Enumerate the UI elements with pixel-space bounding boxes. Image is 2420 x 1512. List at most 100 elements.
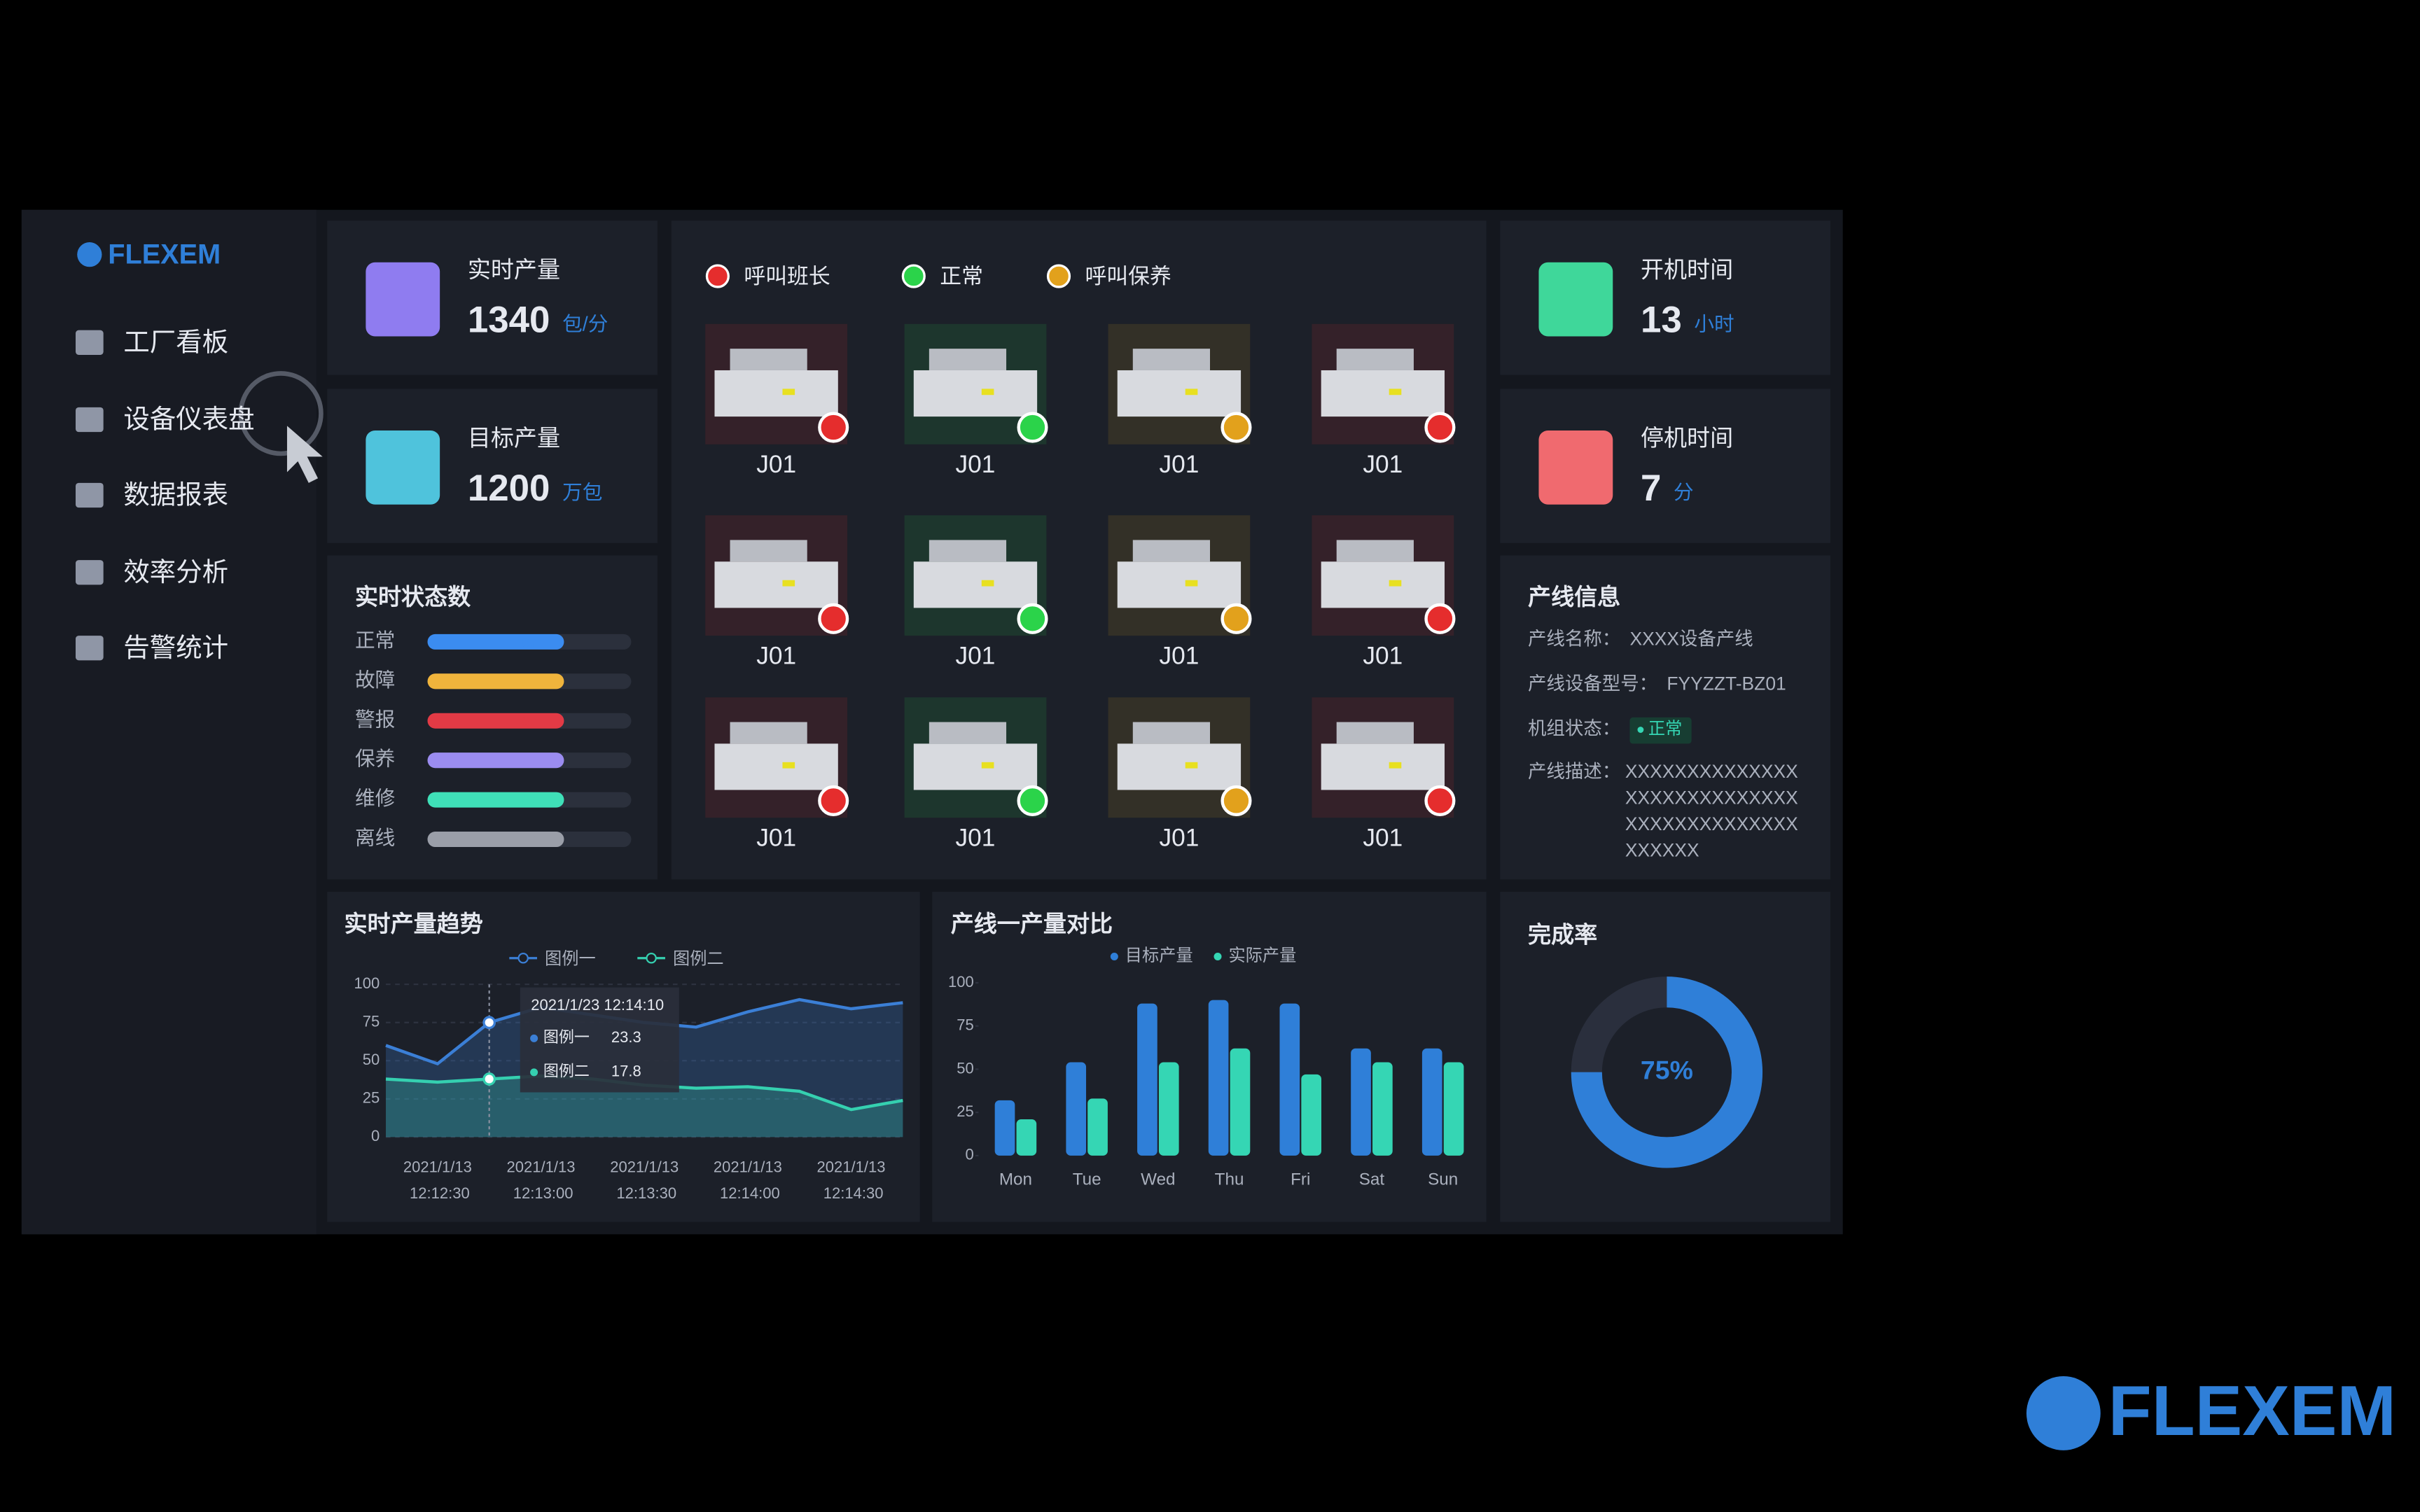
info-label: 产线名称： — [1528, 629, 1620, 650]
status-label: 故障 — [355, 669, 395, 692]
x-tick-label: Fri — [1291, 1170, 1310, 1189]
nav-item[interactable]: 效率分析 — [123, 557, 228, 587]
machine-body — [1117, 370, 1242, 417]
info-label: 机组状态： — [1528, 718, 1620, 739]
value-label: 67 — [522, 832, 537, 848]
bar — [1301, 1074, 1322, 1156]
nav-item[interactable]: 工厂看板 — [123, 327, 228, 356]
nav-icon — [76, 636, 104, 661]
machine-label: J01 — [956, 451, 996, 478]
legend-marker — [517, 953, 529, 964]
info-label: 产线设备型号： — [1528, 673, 1657, 694]
x-tick-label: Sun — [1428, 1170, 1458, 1189]
donut-arc — [1571, 976, 1763, 1168]
hover-point — [482, 1016, 496, 1030]
info-value: XXXXXXXXXXXXXX — [1625, 813, 1798, 834]
kpi-value: 13 — [1641, 300, 1682, 341]
tooltip-name: 图例二 — [543, 1063, 590, 1080]
status-dot — [818, 785, 849, 816]
legend-label: 呼叫保养 — [1085, 264, 1171, 288]
legend-dot — [1214, 953, 1222, 961]
machine-label: J01 — [956, 824, 996, 851]
cursor — [286, 426, 323, 483]
kpi-unit: 万包 — [562, 482, 602, 504]
kpi-value: 1340 — [468, 300, 550, 341]
machine-light — [1185, 762, 1198, 769]
x-tick-label: Wed — [1141, 1170, 1175, 1189]
y-tick-label: 75 — [363, 1013, 380, 1030]
nav-icon — [76, 560, 104, 585]
x-tick-label: Tue — [1073, 1170, 1101, 1189]
kpi-value: 1200 — [468, 468, 550, 509]
x-tick-line: 2021/1/13 — [817, 1158, 886, 1175]
y-tick-label: 0 — [966, 1146, 974, 1163]
x-tick-line: 2021/1/13 — [714, 1158, 782, 1175]
value-label: 67 — [522, 793, 537, 808]
bar — [427, 634, 564, 650]
machine-body — [1321, 561, 1445, 608]
legend-label: 图例一 — [545, 949, 596, 968]
status-label: 维修 — [355, 788, 395, 810]
machine-body — [714, 561, 838, 608]
value-label: 67 — [522, 635, 537, 650]
machine-top — [1132, 540, 1210, 562]
machine-light — [981, 388, 994, 396]
legend-label: 正常 — [940, 264, 983, 288]
info-value: XXXXXXXXXXXXXX — [1625, 761, 1798, 782]
info-value: XXXX设备产线 — [1629, 629, 1753, 650]
y-tick-label: 0 — [371, 1127, 380, 1144]
chart-title: 产线一产量对比 — [951, 911, 1113, 937]
machine-top — [730, 349, 807, 370]
machine-top — [929, 540, 1007, 562]
bar — [427, 673, 564, 690]
y-tick-label: 100 — [354, 974, 380, 992]
machine-top — [1336, 540, 1414, 562]
status-label: 保养 — [355, 748, 395, 771]
nav-icon — [76, 407, 104, 433]
x-tick-label: 2021/1/13 12:12:30 — [403, 1158, 472, 1201]
machine-body — [714, 743, 838, 790]
chart-title: 实时状态数 — [355, 584, 471, 610]
machine-top — [730, 722, 807, 744]
bar — [994, 1100, 1015, 1156]
kpi-value: 7 — [1641, 468, 1661, 509]
x-tick-line: 2021/1/13 — [507, 1158, 576, 1175]
nav-item[interactable]: 告警统计 — [123, 633, 228, 662]
tooltip-dot — [530, 1068, 538, 1077]
kpi-label: 停机时间 — [1641, 426, 1733, 451]
bar — [1279, 1003, 1300, 1156]
tooltip — [520, 987, 679, 1093]
machine-label: J01 — [1159, 824, 1199, 851]
x-tick-label: 2021/1/13 12:13:30 — [610, 1158, 679, 1201]
machine-top — [1132, 722, 1210, 744]
nav-item[interactable]: 数据报表 — [123, 480, 228, 510]
machine-top — [1132, 349, 1210, 370]
machine-label: J01 — [1159, 642, 1199, 669]
x-tick-label: Mon — [999, 1170, 1032, 1189]
status-badge — [1629, 717, 1692, 744]
legend-marker — [646, 953, 657, 964]
bar — [1351, 1048, 1371, 1156]
logo: FLEXEM — [108, 239, 221, 270]
machine-body — [1117, 743, 1242, 790]
bar — [1158, 1062, 1179, 1156]
nav-item[interactable]: 设备仪表盘 — [123, 405, 254, 434]
bar — [1372, 1062, 1393, 1156]
legend-dot — [901, 264, 926, 288]
status-dot — [1017, 412, 1048, 443]
kpi-label: 目标产量 — [468, 426, 560, 451]
status-dot — [1424, 785, 1456, 816]
machine-light — [782, 388, 795, 396]
x-tick-label: Thu — [1215, 1170, 1244, 1189]
y-tick-label: 75 — [957, 1016, 974, 1034]
legend-label: 实际产量 — [1228, 946, 1296, 965]
machine-light — [1185, 388, 1198, 396]
bar — [427, 713, 564, 729]
bar — [427, 792, 564, 808]
status-dot — [1424, 603, 1456, 634]
machine-label: J01 — [1159, 451, 1199, 478]
machine-light — [1389, 762, 1402, 769]
nav-icon — [76, 482, 104, 508]
